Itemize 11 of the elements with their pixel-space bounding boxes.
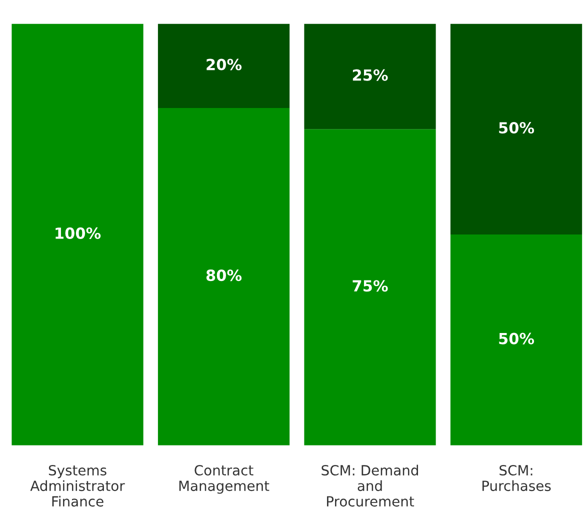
x-tick-label: SCM: Demand and Procurement bbox=[322, 464, 418, 507]
x-tick-label: Contract Management bbox=[179, 465, 270, 494]
data-label: 50% bbox=[499, 332, 534, 344]
x-tick-label: SCM: Purchases bbox=[482, 465, 551, 492]
data-label: 80% bbox=[206, 270, 242, 282]
data-label: 100% bbox=[56, 227, 101, 239]
data-label: 75% bbox=[352, 280, 388, 292]
data-label: 50% bbox=[499, 122, 534, 134]
data-label: 25% bbox=[352, 69, 388, 81]
x-tick-label: Systems Administrator Finance bbox=[30, 465, 125, 507]
data-label: 20% bbox=[206, 58, 242, 70]
